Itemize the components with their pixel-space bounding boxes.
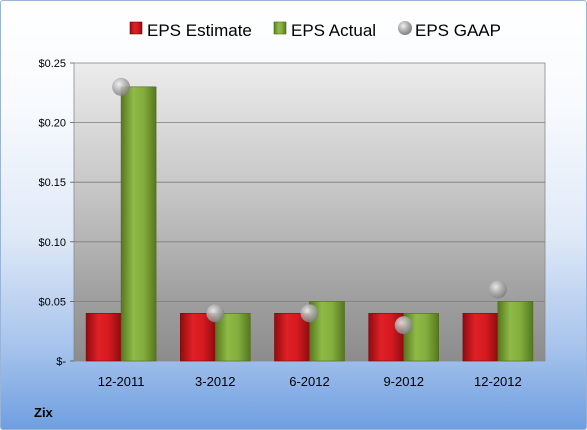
y-tick-label: $0.15 [38,177,66,189]
legend-label-gaap: EPS GAAP [415,21,501,40]
y-tick-label: $0.20 [38,118,66,130]
bar-eps-actual [215,313,251,362]
legend-marker-gaap [398,21,412,35]
legend: EPS Estimate EPS Actual EPS GAAP [129,21,501,40]
x-axis-labels: 12-2011 3-2012 6-2012 9-2012 12-2012 [98,374,522,389]
marker-eps-gaap [112,77,131,96]
y-tick-label: $- [56,356,66,368]
x-category-label: 12-2012 [474,374,522,389]
legend-label-actual: EPS Actual [291,21,376,40]
x-category-label: 12-2011 [98,374,145,389]
y-tick-label: $0.10 [38,237,66,249]
marker-eps-gaap [394,316,413,335]
bar-eps-actual [497,301,534,362]
marker-eps-gaap [300,304,319,323]
marker-eps-gaap [488,280,507,299]
y-axis-ticks: $- $0.05 $0.10 $0.15 $0.20 $0.25 [38,58,74,368]
x-category-label: 9-2012 [383,374,423,389]
x-category-label: 6-2012 [289,374,329,389]
legend-swatch-actual [273,21,287,35]
y-tick-label: $0.25 [38,58,66,70]
bar-eps-estimate [180,313,216,362]
bar-eps-estimate [462,313,499,362]
company-label: Zix [34,405,54,420]
x-category-label: 3-2012 [195,374,235,389]
legend-swatch-estimate [129,21,143,35]
gaap-markers [112,77,507,335]
y-tick-label: $0.05 [38,296,66,308]
bar-eps-actual [120,86,157,362]
legend-label-estimate: EPS Estimate [147,21,252,40]
marker-eps-gaap [206,304,225,323]
bar-eps-estimate [85,313,122,362]
bar-eps-estimate [274,313,310,362]
